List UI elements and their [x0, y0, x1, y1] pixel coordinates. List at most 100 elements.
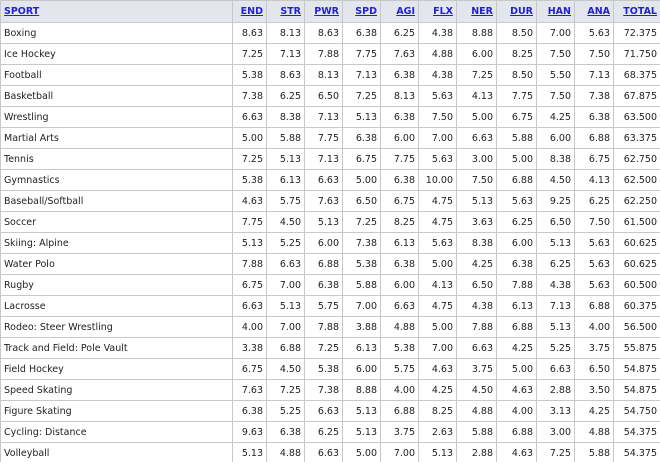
sort-link[interactable]: AGI	[396, 6, 415, 17]
score-cell: 7.50	[574, 211, 614, 233]
score-cell: 5.13	[418, 442, 457, 462]
score-cell: 4.25	[574, 400, 614, 422]
score-cell: 6.13	[380, 232, 419, 254]
score-cell: 6.50	[574, 358, 614, 380]
sport-cell: Field Hockey	[0, 358, 233, 380]
score-cell: 3.75	[456, 358, 497, 380]
sport-cell: Figure Skating	[0, 400, 233, 422]
score-cell: 5.00	[496, 148, 537, 170]
sport-cell: Wrestling	[0, 106, 233, 128]
table-row: Rodeo: Steer Wrestling 4.00 7.00 7.88 3.88 4.…	[0, 316, 660, 338]
score-cell: 8.88	[342, 379, 381, 401]
sort-link[interactable]: ANA	[587, 6, 610, 17]
score-cell: 5.13	[342, 421, 381, 443]
score-cell: 5.88	[342, 274, 381, 296]
sport-cell: Soccer	[0, 211, 233, 233]
score-cell: 7.38	[304, 379, 343, 401]
score-cell: 6.38	[232, 400, 267, 422]
sport-cell: Gymnastics	[0, 169, 233, 191]
table-row: Cycling: Distance 9.63 6.38 6.25 5.13 3.75 2.6…	[0, 421, 660, 443]
score-cell: 71.750	[613, 43, 660, 65]
score-cell: 6.25	[574, 190, 614, 212]
score-cell: 4.50	[536, 169, 575, 191]
score-cell: 4.00	[232, 316, 267, 338]
score-cell: 5.63	[574, 22, 614, 44]
score-cell: 6.38	[380, 169, 419, 191]
sport-cell: Martial Arts	[0, 127, 233, 149]
score-cell: 6.25	[536, 253, 575, 275]
score-cell: 5.63	[418, 148, 457, 170]
score-cell: 9.63	[232, 421, 267, 443]
score-cell: 8.25	[418, 400, 457, 422]
table-row: Figure Skating 6.38 5.25 6.63 5.13 6.88 8.25 4.…	[0, 400, 660, 422]
column-header: NER	[456, 0, 497, 23]
score-cell: 7.13	[266, 43, 305, 65]
sort-link[interactable]: END	[240, 6, 263, 17]
score-cell: 7.75	[342, 43, 381, 65]
score-cell: 61.500	[613, 211, 660, 233]
score-cell: 54.375	[613, 421, 660, 443]
score-cell: 6.63	[304, 400, 343, 422]
score-cell: 7.25	[304, 337, 343, 359]
score-cell: 7.00	[266, 274, 305, 296]
sort-link[interactable]: NER	[471, 6, 493, 17]
sort-link[interactable]: SPORT	[4, 6, 40, 17]
score-cell: 8.38	[456, 232, 497, 254]
sort-link[interactable]: DUR	[510, 6, 533, 17]
score-cell: 8.50	[496, 64, 537, 86]
score-cell: 5.38	[304, 358, 343, 380]
sort-link[interactable]: FLX	[433, 6, 453, 17]
score-cell: 5.13	[232, 232, 267, 254]
score-cell: 3.75	[380, 421, 419, 443]
sort-link[interactable]: HAN	[547, 6, 571, 17]
column-header: END	[232, 0, 267, 23]
score-cell: 7.88	[304, 43, 343, 65]
score-cell: 5.38	[380, 337, 419, 359]
score-cell: 6.38	[380, 64, 419, 86]
score-cell: 6.50	[342, 190, 381, 212]
column-header: DUR	[496, 0, 537, 23]
score-cell: 4.38	[456, 295, 497, 317]
column-header: TOTAL	[613, 0, 660, 23]
score-cell: 5.63	[496, 190, 537, 212]
table-row: Basketball 7.38 6.25 6.50 7.25 8.13 5.63 4.13 7.…	[0, 85, 660, 107]
score-cell: 6.38	[304, 274, 343, 296]
sport-cell: Speed Skating	[0, 379, 233, 401]
score-cell: 8.13	[304, 64, 343, 86]
score-cell: 5.13	[456, 190, 497, 212]
score-cell: 7.50	[418, 106, 457, 128]
score-cell: 4.75	[418, 295, 457, 317]
score-cell: 6.00	[304, 232, 343, 254]
table-row: Rugby 6.75 7.00 6.38 5.88 6.00 4.13 6.50 7.88 4.3…	[0, 274, 660, 296]
sort-link[interactable]: SPD	[355, 6, 377, 17]
score-cell: 8.38	[536, 148, 575, 170]
score-cell: 6.88	[304, 253, 343, 275]
score-cell: 6.38	[380, 106, 419, 128]
score-cell: 6.00	[456, 43, 497, 65]
score-cell: 6.00	[380, 274, 419, 296]
score-cell: 3.38	[232, 337, 267, 359]
score-cell: 6.63	[380, 295, 419, 317]
sort-link[interactable]: STR	[280, 6, 301, 17]
table-row: Baseball/Softball 4.63 5.75 7.63 6.50 6.75 4.7…	[0, 190, 660, 212]
score-cell: 10.00	[418, 169, 457, 191]
table-row: Field Hockey 6.75 4.50 5.38 6.00 5.75 4.63 3.75…	[0, 358, 660, 380]
score-cell: 6.25	[304, 421, 343, 443]
score-cell: 8.88	[456, 22, 497, 44]
sort-link[interactable]: TOTAL	[623, 6, 657, 17]
score-cell: 5.75	[266, 190, 305, 212]
sort-link[interactable]: PWR	[314, 6, 339, 17]
score-cell: 5.00	[342, 169, 381, 191]
score-cell: 7.63	[304, 190, 343, 212]
score-cell: 6.38	[380, 253, 419, 275]
score-cell: 7.13	[342, 64, 381, 86]
score-cell: 7.38	[574, 85, 614, 107]
score-cell: 6.38	[574, 106, 614, 128]
score-cell: 5.25	[536, 337, 575, 359]
score-cell: 5.00	[418, 253, 457, 275]
score-cell: 8.63	[232, 22, 267, 44]
score-cell: 5.13	[266, 295, 305, 317]
score-cell: 6.88	[574, 127, 614, 149]
score-cell: 5.13	[266, 148, 305, 170]
score-cell: 54.750	[613, 400, 660, 422]
